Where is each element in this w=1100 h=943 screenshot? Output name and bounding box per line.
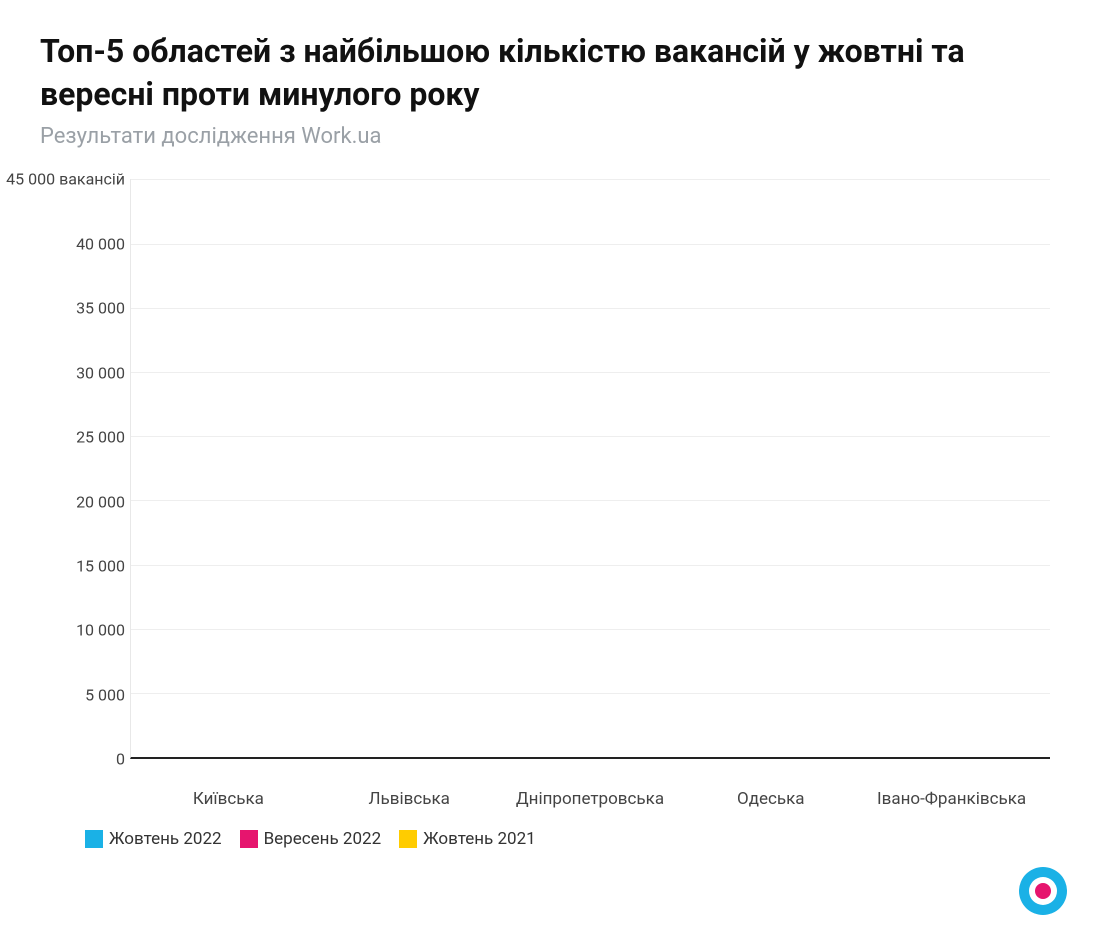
- chart-title: Топ-5 областей з найбільшою кількістю ва…: [40, 30, 1060, 116]
- x-tick-label: Дніпропетровська: [500, 789, 681, 809]
- y-tick-label: 15 000: [5, 557, 125, 576]
- y-tick-label: 45 000 вакансій: [0, 170, 125, 189]
- legend-label: Вересень 2022: [264, 829, 382, 849]
- y-tick-label: 40 000: [5, 234, 125, 253]
- y-tick-label: 0: [5, 750, 125, 769]
- plot-area: [130, 179, 1050, 759]
- legend-item: Жовтень 2022: [85, 829, 222, 849]
- y-tick-label: 30 000: [5, 363, 125, 382]
- x-tick-label: Одеська: [680, 789, 861, 809]
- legend-swatch: [85, 830, 103, 848]
- y-tick-label: 25 000: [5, 428, 125, 447]
- legend: Жовтень 2022 Вересень 2022 Жовтень 2021: [85, 829, 1060, 849]
- x-tick-label: Львівська: [319, 789, 500, 809]
- legend-label: Жовтень 2021: [423, 829, 536, 849]
- x-tick-label: Івано-Франківська: [861, 789, 1042, 809]
- chart: 05 00010 00015 00020 00025 00030 00035 0…: [50, 179, 1060, 819]
- legend-item: Вересень 2022: [240, 829, 382, 849]
- legend-item: Жовтень 2021: [399, 829, 536, 849]
- y-tick-label: 5 000: [5, 685, 125, 704]
- legend-swatch: [240, 830, 258, 848]
- legend-swatch: [399, 830, 417, 848]
- y-tick-label: 10 000: [5, 621, 125, 640]
- y-tick-label: 35 000: [5, 299, 125, 318]
- brand-logo-icon: [1016, 864, 1070, 918]
- x-tick-label: Київська: [138, 789, 319, 809]
- y-tick-label: 20 000: [5, 492, 125, 511]
- chart-subtitle: Результати дослідження Work.ua: [40, 124, 1060, 149]
- legend-label: Жовтень 2022: [109, 829, 222, 849]
